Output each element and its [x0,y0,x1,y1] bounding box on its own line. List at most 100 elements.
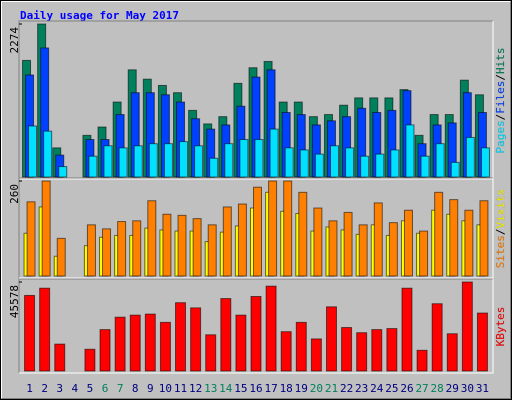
bar [254,139,264,178]
x-tick-label: 20 [310,382,323,395]
legend-entry: Pages [494,120,507,153]
x-tick-label: 7 [117,382,124,395]
bar [56,237,66,277]
x-tick-label: 11 [174,382,187,395]
x-tick-label: 22 [340,382,353,395]
bar [144,313,156,372]
bar [283,180,293,277]
bar [253,186,262,277]
x-tick-label: 12 [189,382,202,395]
bar [479,200,489,277]
bar [401,287,413,372]
bar [431,303,443,372]
bar [209,157,219,178]
x-tick-label: 10 [159,382,172,395]
bar [371,329,383,372]
bar [26,201,36,277]
bar [192,218,202,277]
bar [163,143,173,178]
x-tick-label: 15 [234,382,247,395]
bar [269,128,279,178]
bar [341,327,353,372]
bar [177,214,187,277]
x-tick-label: 18 [280,382,293,395]
bar [58,166,68,178]
chart-title: Daily usage for May 2017 [20,9,179,22]
bar [205,334,217,372]
bar [235,314,247,372]
bar [99,329,111,372]
panel-frame [18,20,493,179]
x-tick-label: 25 [385,382,398,395]
legend-entry: Hits [494,48,507,75]
bar [222,206,232,277]
x-tick-label: 9 [147,382,154,395]
x-tick-label: 24 [370,382,384,395]
bar [313,207,323,277]
bar [295,321,307,372]
bar [159,321,171,372]
x-tick-label: 16 [249,382,262,395]
x-tick-label: 19 [295,382,308,395]
bar [343,211,353,277]
bar [358,224,368,277]
panel-frame [19,279,494,374]
bar [325,306,337,372]
legend-separator: / [494,229,507,236]
bar [162,213,172,277]
bar [375,153,385,178]
bar [179,141,189,178]
bar [103,145,113,178]
x-tick-label: 4 [72,382,79,395]
bar [386,328,398,372]
bar [388,222,398,277]
bar [54,343,66,372]
bar [133,145,143,178]
x-tick-label: 13 [204,382,217,395]
bar [461,281,473,372]
y-tick-label: 260 [8,184,21,204]
bar [250,295,262,372]
bar [280,331,292,372]
bar [464,209,474,277]
bar [480,147,490,178]
legend-separator: / [494,114,507,121]
bar [310,338,322,372]
x-tick-label: 17 [264,382,277,395]
bar [420,155,430,178]
bar [129,314,141,372]
bar [329,145,339,178]
x-tick-label: 26 [400,382,413,395]
bar [476,312,488,372]
bar [114,316,126,372]
bar [84,348,96,372]
bar [148,143,158,178]
bar [416,349,428,372]
bar [450,161,460,178]
bar [345,147,355,178]
bar [449,199,459,277]
bar [86,224,96,277]
bar [239,139,249,178]
bar [88,155,98,178]
x-tick-label: 14 [219,382,233,395]
bar [28,125,38,178]
x-tick-label: 31 [476,382,489,395]
bar [356,332,368,372]
y-tick-label: 45578 [8,285,21,318]
legend: Pages/Files/Hits [494,48,507,154]
bar [220,298,232,372]
bar [390,149,400,178]
legend: Sites/Visits [494,189,507,269]
bar [435,143,445,178]
x-tick-label: 27 [415,382,428,395]
bar [268,180,278,277]
x-tick-label: 28 [431,382,444,395]
bar [314,153,324,178]
bar [147,200,157,277]
x-tick-label: 29 [446,382,459,395]
bar [102,228,112,277]
bar [41,180,51,277]
bar [298,191,308,277]
